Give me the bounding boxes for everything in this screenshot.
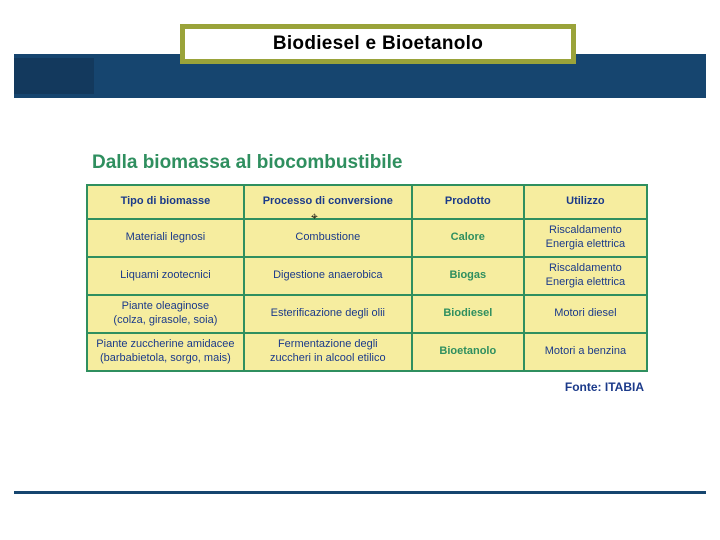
table-row: Liquami zootecnici Digestione anaerobica…	[87, 257, 647, 295]
th-process: Processo di conversione	[244, 185, 412, 219]
slide-title-box: Biodiesel e Bioetanolo	[180, 24, 576, 64]
table-header-row: Tipo di biomasse Processo di conversione…	[87, 185, 647, 219]
figure: Dalla biomassa al biocombustibile Tipo d…	[86, 152, 648, 394]
figure-title: Dalla biomassa al biocombustibile	[86, 152, 648, 174]
cell-process: Combustione	[244, 219, 412, 257]
th-product: Prodotto	[412, 185, 524, 219]
cell-product: Biogas	[412, 257, 524, 295]
figure-source: Fonte: ITABIA	[86, 380, 648, 394]
cell-biomass: Liquami zootecnici	[87, 257, 244, 295]
footer-divider	[14, 491, 706, 494]
table-row: Piante zuccherine amidacee(barbabietola,…	[87, 333, 647, 371]
table-row: Piante oleaginose(colza, girasole, soia)…	[87, 295, 647, 333]
cell-biomass: Piante oleaginose(colza, girasole, soia)	[87, 295, 244, 333]
cell-use: RiscaldamentoEnergia elettrica	[524, 257, 647, 295]
th-use: Utilizzo	[524, 185, 647, 219]
cell-biomass: Materiali legnosi	[87, 219, 244, 257]
th-biomass: Tipo di biomasse	[87, 185, 244, 219]
cell-use: Motori diesel	[524, 295, 647, 333]
slide-title: Biodiesel e Bioetanolo	[273, 33, 483, 55]
biomass-table: Tipo di biomasse Processo di conversione…	[86, 184, 648, 372]
table-row: Materiali legnosi Combustione Calore Ris…	[87, 219, 647, 257]
cell-product: Bioetanolo	[412, 333, 524, 371]
cell-process: Esterificazione degli olii	[244, 295, 412, 333]
cell-biomass: Piante zuccherine amidacee(barbabietola,…	[87, 333, 244, 371]
header-accent-block	[14, 58, 94, 94]
cell-product: Calore	[412, 219, 524, 257]
cell-use: RiscaldamentoEnergia elettrica	[524, 219, 647, 257]
cell-process: Digestione anaerobica	[244, 257, 412, 295]
cell-use: Motori a benzina	[524, 333, 647, 371]
cell-process: Fermentazione deglizuccheri in alcool et…	[244, 333, 412, 371]
cell-product: Biodiesel	[412, 295, 524, 333]
